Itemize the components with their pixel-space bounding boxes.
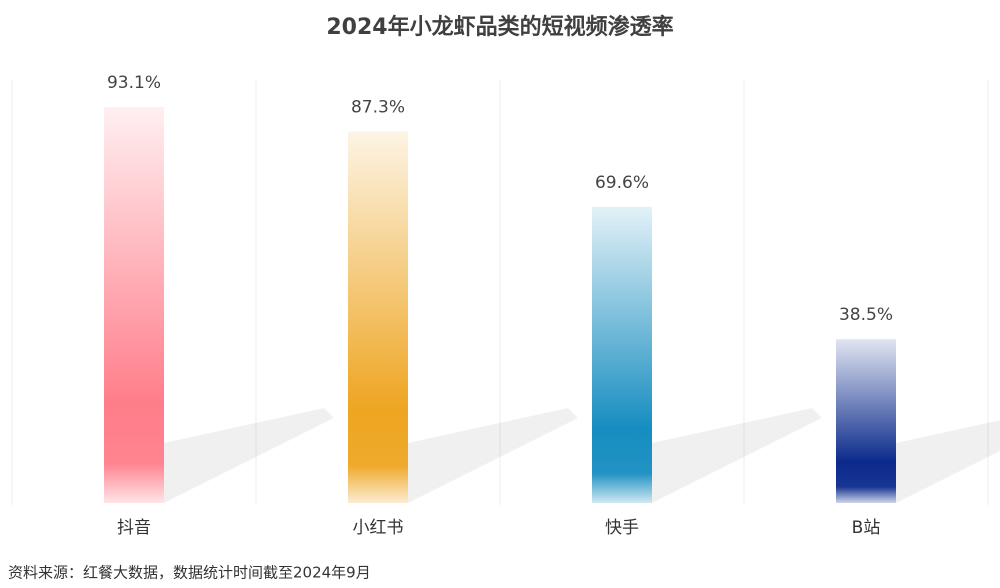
- bar: [592, 206, 652, 504]
- x-tick-label: 抖音: [117, 518, 151, 538]
- x-tick-label: 快手: [605, 518, 639, 538]
- chart-title: 2024年小龙虾品类的短视频渗透率: [326, 14, 673, 40]
- value-label: 93.1%: [107, 73, 161, 93]
- x-tick-label: B站: [852, 518, 881, 538]
- bar-shadow: [164, 408, 334, 503]
- bar-shadow: [896, 420, 1000, 503]
- value-label: 87.3%: [351, 98, 405, 118]
- bar-shadow: [652, 408, 822, 503]
- value-label: 38.5%: [839, 305, 893, 325]
- bar: [104, 106, 164, 503]
- bar: [836, 339, 896, 503]
- x-tick-label: 小红书: [353, 518, 404, 538]
- bar-shadow: [408, 408, 578, 503]
- value-label: 69.6%: [595, 173, 649, 193]
- bar: [348, 131, 408, 503]
- source-note: 资料来源：红餐大数据，数据统计时间截至2024年9月: [8, 564, 371, 582]
